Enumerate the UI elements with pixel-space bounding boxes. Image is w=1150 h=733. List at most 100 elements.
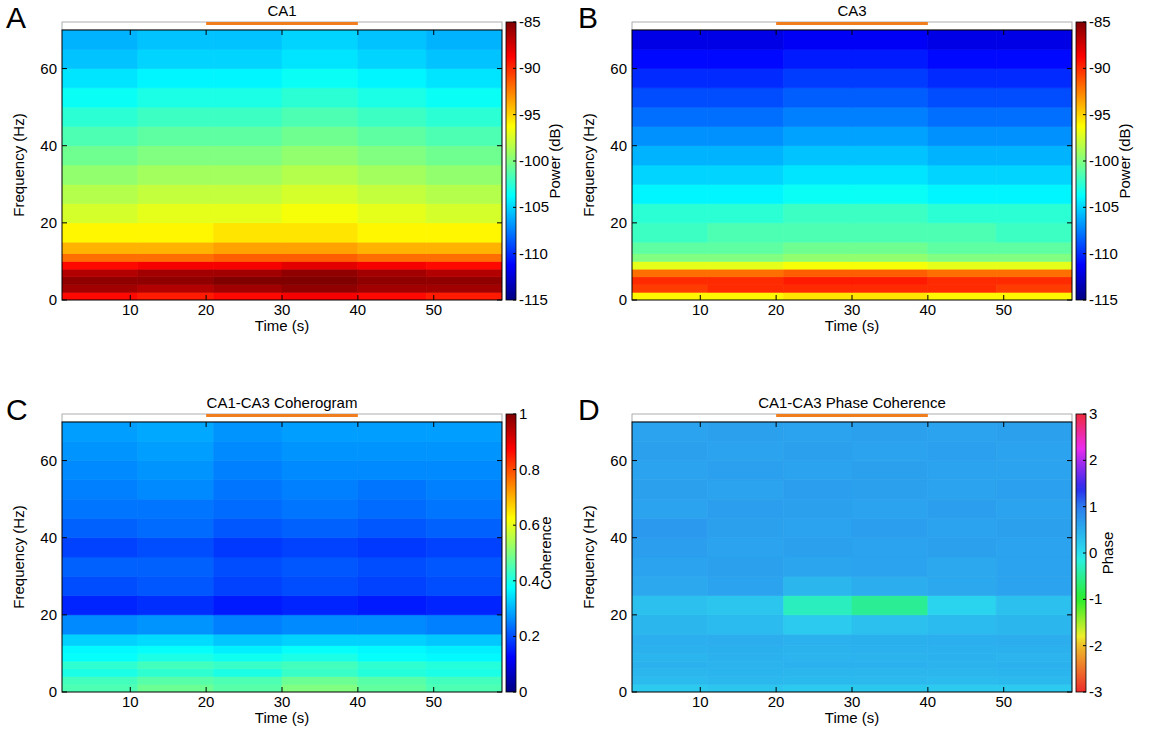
- cell: [996, 69, 1072, 88]
- cell: [358, 480, 426, 499]
- panel: BCA31020304050Time (s)0204060Frequency (…: [578, 1, 1133, 334]
- colorbar-tick-label: 1: [519, 405, 527, 422]
- cell: [708, 204, 784, 223]
- cell: [282, 557, 358, 576]
- cell: [138, 596, 214, 615]
- cell: [282, 69, 358, 88]
- x-tick-label: 30: [844, 693, 861, 710]
- cell: [426, 596, 502, 615]
- cell: [62, 69, 138, 88]
- cell: [358, 261, 426, 269]
- cell: [996, 576, 1072, 595]
- cell: [358, 49, 426, 68]
- cell: [62, 184, 138, 203]
- x-tick: [282, 30, 283, 35]
- cell: [62, 518, 138, 537]
- cell: [426, 634, 502, 646]
- colorbar-tick: [1083, 207, 1086, 208]
- cell: [852, 254, 928, 262]
- cell: [708, 277, 784, 285]
- cell: [214, 538, 282, 557]
- cell: [928, 480, 996, 499]
- y-tick: [62, 537, 67, 538]
- cell: [282, 669, 358, 677]
- cell: [708, 634, 784, 646]
- cell: [996, 422, 1072, 441]
- cell: [426, 669, 502, 677]
- cell: [214, 88, 282, 107]
- cell: [708, 269, 784, 277]
- cell: [138, 461, 214, 480]
- cell: [62, 292, 138, 300]
- colorbar-tick-label: -1: [1089, 590, 1102, 607]
- cell: [214, 204, 282, 223]
- cell: [928, 69, 996, 88]
- colorbar-tick-label: -115: [519, 291, 548, 308]
- cell: [784, 684, 852, 692]
- x-tick: [776, 687, 777, 692]
- x-tick: [357, 295, 358, 300]
- x-tick: [282, 295, 283, 300]
- cell: [784, 518, 852, 537]
- cell: [62, 165, 138, 184]
- cell: [784, 634, 852, 646]
- colorbar-tick: [513, 692, 516, 693]
- panel: ACA11020304050Time (s)0204060Frequency (…: [6, 1, 563, 334]
- cell: [852, 49, 928, 68]
- cell: [214, 146, 282, 165]
- x-tick: [1003, 687, 1004, 692]
- colorbar-tick-label: -110: [519, 245, 548, 262]
- y-tick: [62, 460, 67, 461]
- colorbar-tick: [513, 525, 516, 526]
- colorbar-tick-label: -85: [519, 13, 541, 30]
- cell: [282, 261, 358, 269]
- cell: [996, 277, 1072, 285]
- colorbar-tick: [513, 114, 516, 115]
- cell: [426, 538, 502, 557]
- cell: [632, 261, 708, 269]
- cell: [358, 277, 426, 285]
- cell: [62, 461, 138, 480]
- cell: [358, 69, 426, 88]
- y-tick: [62, 692, 67, 693]
- cell: [62, 223, 138, 242]
- cell: [138, 69, 214, 88]
- colorbar-title: Power (dB): [1116, 123, 1133, 198]
- cell: [282, 242, 358, 254]
- cell: [784, 254, 852, 262]
- cell: [784, 557, 852, 576]
- x-tick-label: 30: [844, 301, 861, 318]
- cell: [996, 242, 1072, 254]
- cell: [138, 518, 214, 537]
- y-tick: [632, 537, 637, 538]
- x-tick: [852, 295, 853, 300]
- x-tick: [433, 687, 434, 692]
- cell: [784, 661, 852, 669]
- cell: [426, 461, 502, 480]
- cell: [632, 461, 708, 480]
- cell: [784, 499, 852, 518]
- cell: [426, 518, 502, 537]
- cell: [632, 269, 708, 277]
- x-tick: [1003, 295, 1004, 300]
- x-tick-label: 50: [995, 693, 1012, 710]
- title: CA3: [837, 2, 866, 19]
- cell: [928, 107, 996, 126]
- cell: [358, 88, 426, 107]
- x-tick-label: 50: [995, 301, 1012, 318]
- x-tick: [130, 295, 131, 300]
- y-axis-title: Frequency (Hz): [10, 113, 27, 216]
- cell: [632, 254, 708, 262]
- cell: [996, 596, 1072, 615]
- cell: [708, 254, 784, 262]
- cell: [784, 422, 852, 441]
- colorbar-tick-label: 0.2: [519, 627, 540, 644]
- colorbar: [1076, 414, 1086, 692]
- y-tick: [632, 460, 637, 461]
- cell: [214, 557, 282, 576]
- cell: [784, 126, 852, 145]
- cell: [426, 480, 502, 499]
- cell: [358, 285, 426, 293]
- cell: [426, 254, 502, 262]
- cell: [214, 261, 282, 269]
